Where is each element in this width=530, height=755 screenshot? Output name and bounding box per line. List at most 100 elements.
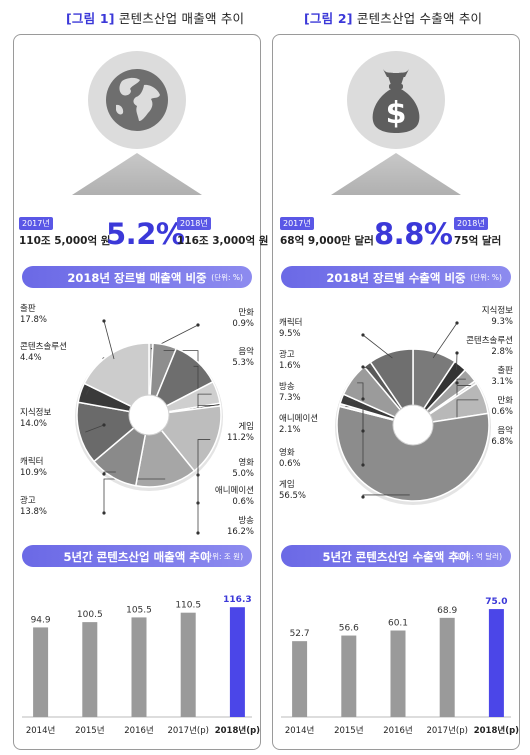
bar-category-label: 2014년 [285, 725, 314, 736]
left-figure-text: 콘텐츠산업 매출액 추이 [118, 11, 245, 26]
bar-category-label: 2015년 [75, 725, 104, 736]
bar-2 [131, 617, 147, 717]
pie-value-label: 6.8% [491, 437, 513, 447]
export-share-pie-chart: 지식정보9.3%콘텐츠솔루션2.8%출판3.1%만화0.6%음악6.8%게임56… [279, 305, 513, 505]
globe-icon [106, 69, 168, 131]
pie-value-label: 10.9% [20, 468, 47, 478]
left-figure-title: [그림 1] 콘텐츠산업 매출액 추이 [66, 8, 244, 27]
pie-label: 영화 [279, 447, 295, 458]
pie-value-label: 0.6% [491, 407, 513, 417]
pie-label: 만화 [497, 396, 513, 406]
right-prev-year-badge: 2017년 [280, 217, 314, 230]
bar-category-label: 2015년 [334, 725, 363, 736]
pie-value-label: 2.1% [279, 425, 301, 435]
pie-slice-10 [369, 348, 414, 428]
pie-label: 만화 [238, 308, 254, 318]
pie-label: 지식정보 [482, 305, 513, 316]
bar-0 [33, 627, 49, 717]
pie-label: 출판 [20, 303, 36, 314]
right-figure-label: [그림 2] [304, 11, 353, 26]
left-curr-value: 116조 3,000억 원 [177, 235, 269, 247]
pie-label: 광고 [279, 349, 295, 360]
bar-1 [82, 622, 98, 717]
svg-text:$: $ [386, 96, 407, 131]
bar-4 [488, 609, 504, 717]
bar-value-label: 94.9 [31, 615, 51, 625]
pie-value-label: 4.4% [20, 353, 42, 363]
bar-category-label: 2014년 [26, 725, 55, 736]
pie-label: 방송 [238, 515, 254, 526]
pie-label: 출판 [497, 365, 513, 376]
pie-value-label: 5.3% [232, 358, 254, 368]
pie-label: 음악 [238, 346, 254, 357]
right-figure-text: 콘텐츠산업 수출액 추이 [356, 11, 483, 26]
pie-value-label: 14.0% [20, 419, 47, 429]
bar-value-label: 52.7 [290, 629, 310, 639]
pie-value-label: 13.8% [20, 507, 47, 517]
pie-label: 게임 [238, 421, 254, 432]
left-bar-unit: (단위: 조 원) [202, 552, 243, 561]
left-prev-value: 110조 5,000억 원 [19, 235, 111, 247]
pie-slice-10 [83, 342, 150, 417]
right-pie-unit: (단위: %) [470, 273, 502, 282]
right-pie-title: 2018년 장르별 수출액 비중 [326, 271, 466, 285]
pie-leader-dot [361, 495, 365, 499]
pie-leader-dot [361, 365, 365, 369]
pie-hole [392, 404, 434, 446]
pie-leader-dot [196, 531, 200, 535]
pie-leader-dot [102, 319, 106, 323]
left-pie-unit: (단위: %) [211, 273, 243, 282]
pie-leader-line [103, 478, 166, 513]
pie-leader-line [357, 382, 364, 399]
right-bar-title: 5년간 콘텐츠산업 수출액 추이 [322, 550, 470, 564]
pie-leader-line [85, 424, 105, 433]
pie-leader-dot [196, 323, 200, 327]
pie-leader-dot [361, 397, 365, 401]
left-pie-header: 2018년 장르별 매출액 비중 (단위: %) [22, 266, 252, 288]
pie-label: 캐릭터 [20, 456, 43, 467]
right-prev-value: 68억 9,000만 달러 [280, 235, 374, 247]
pie-hole [128, 394, 170, 436]
pie-label: 영화 [238, 457, 254, 468]
pie-label: 게임 [279, 479, 295, 490]
pie-leader-dot [361, 463, 365, 467]
pie-slice-5 [336, 405, 490, 502]
pie-leader-line [362, 334, 393, 359]
money-bag-icon: $ [372, 69, 420, 133]
left-arrow-triangle [72, 153, 202, 195]
pie-label: 콘텐츠솔루션 [20, 341, 67, 352]
right-icon-circle: $ [347, 51, 445, 149]
pie-value-label: 56.5% [279, 491, 306, 501]
bar-0 [292, 641, 308, 717]
left-bar-header: 5년간 콘텐츠산업 매출액 추이 (단위: 조 원) [22, 545, 252, 567]
pie-leader-dot [455, 381, 459, 385]
pie-value-label: 0.6% [232, 497, 254, 507]
pie-leader-dot [361, 333, 365, 337]
pie-value-label: 3.1% [491, 377, 513, 387]
bar-value-label: 75.0 [485, 597, 507, 607]
pie-value-label: 9.3% [491, 317, 513, 327]
bar-1 [341, 635, 357, 717]
pie-leader-line [197, 439, 211, 533]
pie-label: 지식정보 [20, 407, 51, 418]
pie-value-label: 7.3% [279, 393, 301, 403]
left-bar-title: 5년간 콘텐츠산업 매출액 추이 [63, 550, 211, 564]
bar-category-label: 2016년 [383, 725, 412, 736]
pie-label: 캐릭터 [279, 317, 302, 328]
left-bar-area: 94.9 2014년 100.5 2015년 105.5 2016년 110.5 2017년(… [14, 571, 260, 747]
right-growth-rate: 8.8% [374, 217, 453, 251]
right-kpi: 2017년 68억 9,000만 달러 8.8% 2018년 75억 달러 [273, 211, 519, 255]
right-bar-unit: (단위: 억 달러) [454, 552, 502, 561]
left-panel: 2017년 110조 5,000억 원 5.2% 2018년 116조 3,00… [13, 34, 268, 750]
bar-category-label: 2016년 [124, 725, 153, 736]
pie-value-label: 11.2% [227, 433, 254, 443]
left-prev-year-badge: 2017년 [19, 217, 53, 230]
pie-leader-dot [102, 511, 106, 515]
bar-category-label: 2018년(p) [215, 725, 260, 736]
pie-value-label: 2.8% [491, 347, 513, 357]
right-curr-year-badge: 2018년 [454, 217, 488, 230]
pie-label: 애니메이션 [279, 413, 318, 424]
pie-label: 음악 [497, 425, 513, 436]
sales-trend-bar-chart: 94.9 2014년 100.5 2015년 105.5 2016년 110.5 2017년(… [22, 595, 260, 736]
